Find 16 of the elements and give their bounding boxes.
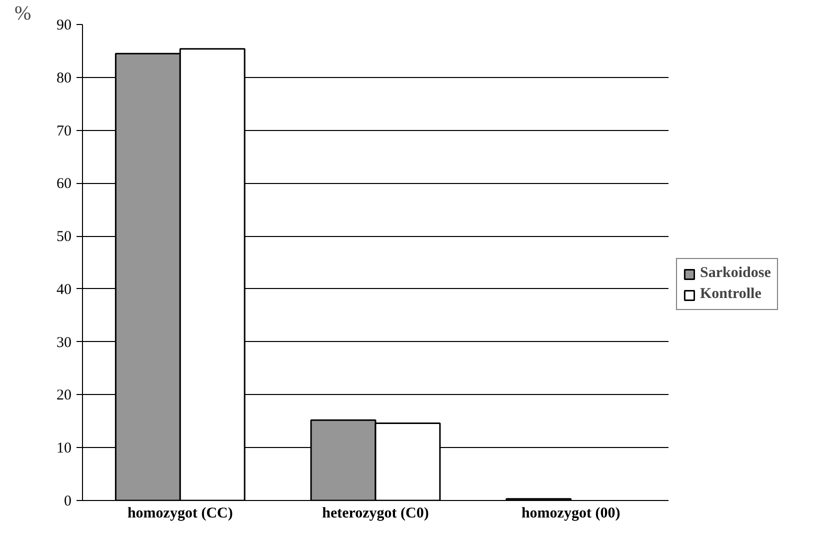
y-tick-label: 80 (56, 70, 72, 86)
y-tick-label: 40 (56, 282, 72, 298)
x-tick-label: heterozygot (C0) (322, 506, 429, 522)
y-tick-label: 50 (56, 229, 72, 246)
legend-label: Sarkoidose (700, 265, 771, 282)
y-axis-title: % (14, 2, 32, 24)
y-tick-label: 30 (56, 334, 72, 351)
y-tick-label: 90 (56, 18, 72, 34)
x-tick-label: homozygot (00) (521, 506, 620, 522)
y-tick-label: 10 (56, 440, 72, 457)
legend-label: Kontrolle (700, 286, 762, 303)
x-tick-label: homozygot (CC) (127, 506, 233, 522)
y-tick-label: 0 (64, 494, 72, 510)
y-tick-label: 60 (56, 176, 72, 192)
y-tick-label: 70 (56, 123, 72, 140)
y-tick-label: 20 (56, 388, 72, 404)
